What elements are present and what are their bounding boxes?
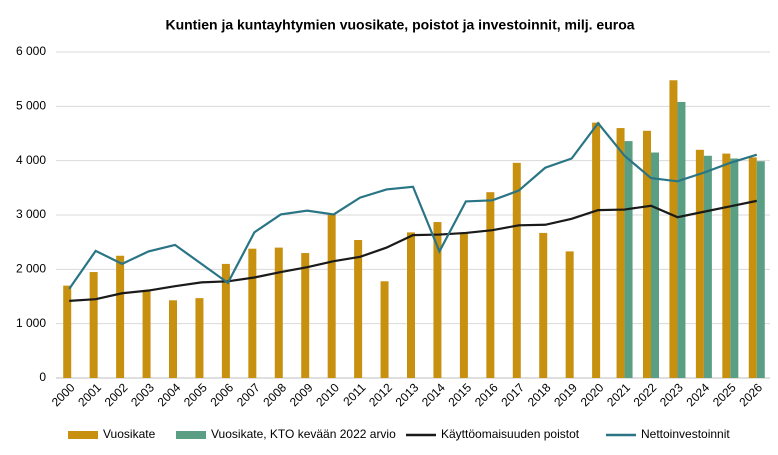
x-tick-label: 2001 [75, 380, 104, 409]
legend-swatch [68, 431, 98, 439]
x-tick-label: 2022 [631, 380, 660, 409]
bar [748, 157, 757, 378]
bar [459, 232, 468, 378]
chart-title: Kuntien ja kuntayhtymien vuosikate, pois… [165, 17, 634, 33]
bar [512, 162, 521, 378]
bar [677, 101, 686, 378]
bar [89, 272, 98, 378]
y-tick-label: 1 000 [16, 316, 46, 330]
x-tick-label: 2002 [102, 380, 131, 409]
x-tick-label: 2006 [207, 380, 236, 409]
bar [221, 263, 230, 378]
legend-label: Käyttöomaisuuden poistot [441, 427, 580, 441]
legend-swatch [176, 431, 206, 439]
x-tick-label: 2003 [128, 380, 157, 409]
x-tick-label: 2012 [366, 380, 395, 409]
x-tick-label: 2024 [683, 380, 712, 409]
bar [730, 158, 739, 378]
bar [669, 80, 678, 379]
bar [539, 232, 548, 378]
legend-label: Vuosikate [103, 427, 156, 441]
bar [624, 141, 633, 378]
x-tick-label: 2020 [578, 380, 607, 409]
y-tick-label: 3 000 [16, 207, 46, 221]
legend-label: Nettoinvestoinnit [641, 427, 730, 441]
bar [407, 232, 415, 378]
x-tick-label: 2025 [710, 380, 739, 409]
line [69, 199, 757, 302]
bar [486, 192, 495, 378]
x-tick-label: 2017 [498, 380, 527, 409]
bar [643, 130, 651, 378]
bar [651, 152, 659, 378]
bar [301, 253, 310, 378]
bar [116, 255, 125, 378]
bar [248, 248, 257, 378]
bar [433, 222, 442, 378]
bar [592, 122, 601, 378]
bar [195, 298, 204, 378]
legend-label: Vuosikate, KTO kevään 2022 arvio [211, 427, 396, 441]
bar [354, 239, 363, 378]
y-tick-label: 5 000 [16, 99, 46, 113]
bar [63, 285, 72, 378]
x-tick-label: 2019 [551, 380, 580, 409]
y-tick-label: 4 000 [16, 153, 46, 167]
bar [142, 291, 151, 378]
bar [274, 247, 283, 378]
x-tick-label: 2010 [313, 380, 342, 409]
y-tick-label: 6 000 [16, 44, 46, 58]
bar [327, 213, 336, 378]
x-tick-label: 2009 [287, 380, 316, 409]
bar [722, 153, 731, 378]
y-tick-label: 2 000 [16, 262, 46, 276]
x-tick-label: 2016 [472, 380, 501, 409]
bar [565, 251, 574, 378]
y-tick-label: 0 [39, 370, 46, 384]
x-tick-label: 2015 [445, 380, 474, 409]
x-tick-label: 2021 [604, 380, 633, 409]
line [68, 121, 758, 290]
x-tick-label: 2026 [736, 380, 765, 409]
x-tick-label: 2004 [155, 380, 184, 409]
x-tick-label: 2013 [393, 380, 422, 409]
x-tick-label: 2011 [340, 380, 368, 408]
bar [616, 128, 625, 378]
x-tick-label: 2007 [234, 380, 263, 409]
bar [169, 300, 177, 378]
bar [756, 161, 765, 378]
x-tick-label: 2008 [260, 380, 289, 409]
bar [380, 281, 389, 378]
x-tick-label: 2005 [181, 380, 210, 409]
bar [695, 149, 704, 378]
x-tick-label: 2023 [657, 380, 686, 409]
bar [703, 155, 712, 378]
x-tick-label: 2018 [525, 380, 554, 409]
x-tick-label: 2000 [49, 380, 78, 409]
x-tick-label: 2014 [419, 380, 448, 409]
